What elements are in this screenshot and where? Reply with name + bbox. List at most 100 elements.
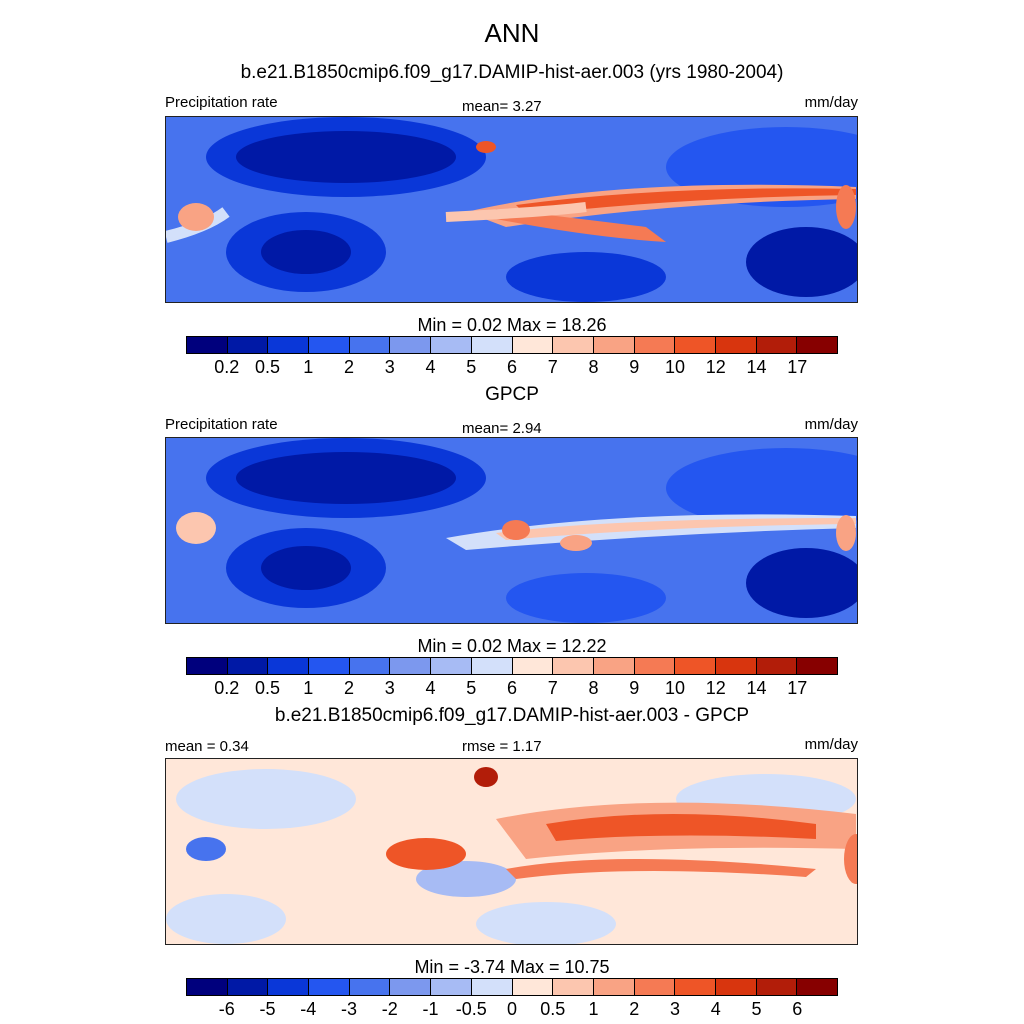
colorbar-tick-label: 10: [664, 357, 686, 377]
colorbar-tick-label: 0.5: [254, 678, 281, 698]
colorbar-tick-label: 0: [506, 999, 518, 1019]
figure-title: ANN: [484, 18, 540, 48]
panel2-colorbar-labels: 0.2 0.5 1 2 3 4 5 6 7 8 9 10 12 14 17: [186, 678, 838, 700]
colorbar-tick-label: 6: [506, 678, 518, 698]
colorbar-swatch: [349, 658, 391, 674]
colorbar-tick-label: 6: [792, 999, 803, 1019]
colorbar-tick-label: -1: [422, 999, 439, 1019]
panel1-minmax: Min = 0.02 Max = 18.26: [417, 315, 607, 335]
colorbar-swatch: [187, 337, 228, 353]
colorbar-tick-label: 1: [303, 678, 314, 698]
colorbar-swatch: [431, 658, 472, 674]
panel1-colorbar: [186, 336, 838, 354]
colorbar-swatch: [634, 337, 676, 353]
colorbar-swatch: [431, 979, 472, 995]
colorbar-swatch: [349, 979, 391, 995]
panel3-rmse-label: rmse = 1.17: [462, 738, 542, 755]
colorbar-tick-label: 3: [384, 678, 395, 698]
colorbar-tick-label: 12: [705, 678, 726, 698]
panel3-title: b.e21.B1850cmip6.f09_g17.DAMIP-hist-aer.…: [274, 705, 750, 726]
colorbar-swatch: [431, 337, 472, 353]
colorbar-tick-label: -4: [300, 999, 317, 1019]
colorbar-swatch: [756, 658, 798, 674]
colorbar-tick-label: 0.5: [254, 357, 281, 377]
colorbar-tick-label: 0.2: [214, 357, 240, 377]
colorbar-swatch: [756, 337, 798, 353]
colorbar-swatch: [471, 658, 513, 674]
colorbar-tick-label: 8: [588, 357, 599, 377]
colorbar-tick-label: 1: [588, 999, 599, 1019]
colorbar-swatch: [553, 979, 594, 995]
colorbar-swatch: [553, 337, 594, 353]
colorbar-swatch: [309, 658, 350, 674]
panel3-colorbar: [186, 978, 838, 996]
colorbar-swatch: [227, 658, 269, 674]
panel2-colorbar: [186, 657, 838, 675]
colorbar-swatch: [227, 979, 269, 995]
colorbar-tick-label: -2: [381, 999, 398, 1019]
panel1-left-label: Precipitation rate: [165, 94, 278, 111]
colorbar-swatch: [675, 337, 716, 353]
colorbar-swatch: [675, 658, 716, 674]
colorbar-tick-label: 5: [751, 999, 762, 1019]
colorbar-swatch: [593, 979, 635, 995]
colorbar-swatch: [797, 979, 837, 995]
colorbar-tick-label: 10: [664, 678, 686, 698]
colorbar-tick-label: 4: [710, 999, 721, 1019]
panel2-minmax: Min = 0.02 Max = 12.22: [417, 636, 607, 656]
panel3-map: [165, 758, 858, 945]
colorbar-swatch: [593, 658, 635, 674]
colorbar-tick-label: 3: [669, 999, 681, 1019]
panel2-mean-label: mean= 2.94: [462, 420, 542, 437]
colorbar-tick-label: 4: [425, 678, 436, 698]
panel3-minmax: Min = -3.74 Max = 10.75: [414, 957, 610, 977]
colorbar-swatch: [715, 979, 757, 995]
colorbar-swatch: [756, 979, 798, 995]
colorbar-tick-label: -3: [340, 999, 358, 1019]
colorbar-tick-label: -5: [259, 999, 276, 1019]
colorbar-swatch: [715, 337, 757, 353]
colorbar-tick-label: 9: [629, 678, 640, 698]
colorbar-swatch: [390, 337, 432, 353]
colorbar-tick-label: -6: [218, 999, 235, 1019]
colorbar-swatch: [715, 658, 757, 674]
panel1-colorbar-labels: 0.2 0.5 1 2 3 4 5 6 7 8 9 10 12 14 17: [186, 357, 838, 379]
panel1-title: b.e21.B1850cmip6.f09_g17.DAMIP-hist-aer.…: [240, 62, 784, 83]
colorbar-tick-label: 3: [384, 357, 395, 377]
colorbar-tick-label: 4: [425, 357, 436, 377]
colorbar-tick-label: 0.2: [214, 678, 240, 698]
panel3-units-label: mm/day: [804, 736, 858, 753]
colorbar-swatch: [309, 337, 350, 353]
panel1-map: [165, 116, 858, 303]
colorbar-swatch: [593, 337, 635, 353]
colorbar-tick-label: 2: [343, 678, 355, 698]
colorbar-swatch: [471, 979, 513, 995]
colorbar-tick-label: 14: [746, 678, 767, 698]
colorbar-swatch: [187, 979, 228, 995]
panel2-title: GPCP: [485, 384, 539, 405]
colorbar-tick-label: 5: [466, 357, 477, 377]
panel1-mean-label: mean= 3.27: [462, 98, 542, 115]
panel2-units-label: mm/day: [804, 416, 858, 433]
colorbar-tick-label: 9: [629, 357, 640, 377]
colorbar-swatch: [390, 979, 432, 995]
colorbar-swatch: [512, 337, 554, 353]
panel2-map: [165, 437, 858, 624]
colorbar-swatch: [268, 658, 310, 674]
colorbar-tick-label: 7: [547, 357, 558, 377]
colorbar-swatch: [797, 337, 837, 353]
colorbar-tick-label: 12: [705, 357, 726, 377]
colorbar-tick-label: 2: [629, 999, 640, 1019]
colorbar-swatch: [512, 979, 554, 995]
colorbar-swatch: [227, 337, 269, 353]
colorbar-tick-label: 6: [506, 357, 518, 377]
colorbar-tick-label: 14: [746, 357, 767, 377]
panel3-colorbar-labels: -6 -5 -4 -3 -2 -1 -0.5 0 0.5 1 2 3 4 5 6: [186, 999, 838, 1021]
colorbar-swatch: [634, 658, 676, 674]
panel3-mean-label: mean = 0.34: [165, 738, 249, 755]
colorbar-swatch: [512, 658, 554, 674]
colorbar-tick-label: 8: [588, 678, 599, 698]
colorbar-swatch: [390, 658, 432, 674]
colorbar-swatch: [471, 337, 513, 353]
colorbar-tick-label: 5: [466, 678, 477, 698]
